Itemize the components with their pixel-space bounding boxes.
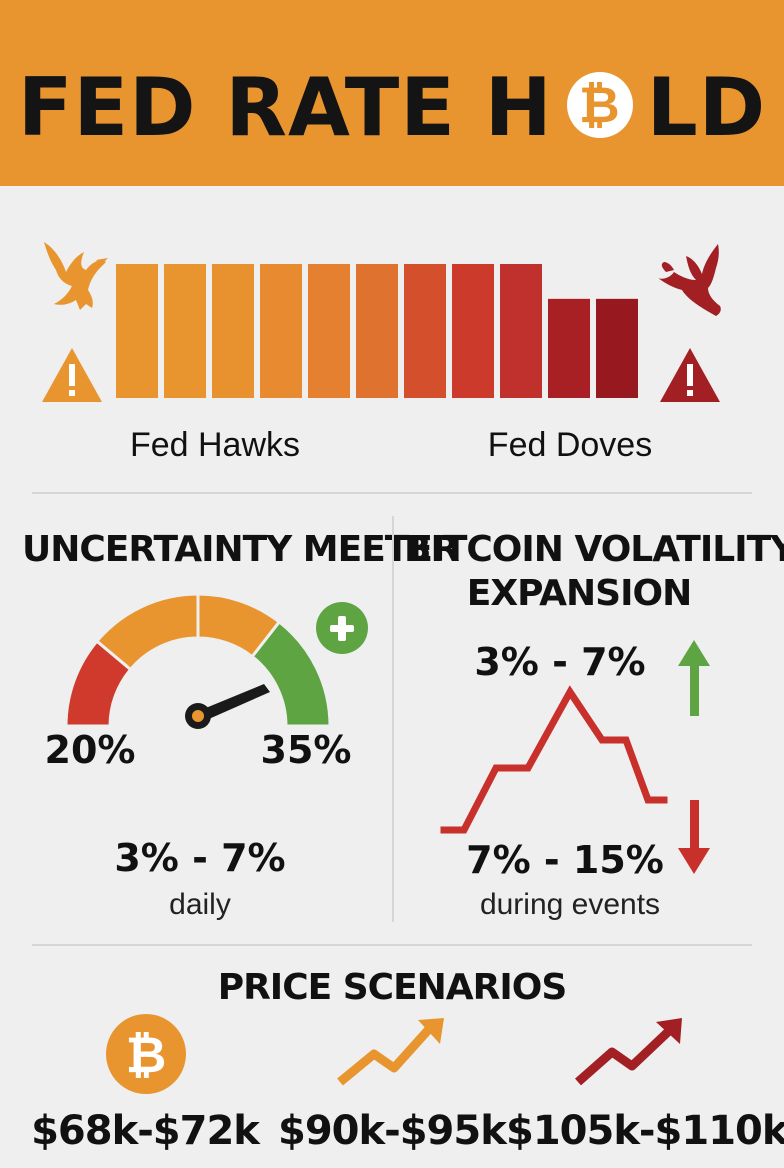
volatility-title-line2: EXPANSION — [466, 573, 692, 614]
price-scenarios-title: PRICE SCENARIOS — [217, 967, 568, 1008]
gauge-low-label: 20% — [44, 728, 136, 772]
sentiment-bar — [164, 264, 206, 398]
sentiment-bar — [548, 298, 590, 398]
warning-icon — [660, 348, 720, 402]
divider — [32, 944, 752, 946]
daily-range: 3% - 7% — [114, 836, 286, 880]
sentiment-bar — [308, 264, 350, 398]
uncertainty-title: UNCERTAINTY MEETER — [22, 529, 460, 570]
daily-caption: daily — [169, 888, 231, 921]
dove-icon — [658, 244, 721, 316]
trend-up-icon — [337, 1018, 444, 1086]
volatility-title: BITCOIN VOLATILITY EXPANSION — [404, 528, 784, 616]
hawk-icon — [44, 242, 108, 310]
fed-doves-label: Fed Doves — [487, 426, 653, 464]
uncertainty-gauge — [64, 592, 368, 729]
sentiment-bar — [500, 264, 542, 398]
column-divider — [392, 516, 394, 922]
down-arrow-icon — [678, 800, 710, 874]
price-scenario-high: $105k-$110k+ — [506, 1108, 784, 1154]
up-arrow-icon — [678, 640, 710, 716]
sentiment-bar — [116, 264, 158, 398]
divider — [32, 492, 752, 494]
price-scenario-mid: $90k-$95k — [278, 1108, 507, 1154]
price-scenario-low: $68k-$72k — [31, 1108, 260, 1154]
bitcoin-coin-icon: ₿ — [566, 72, 633, 138]
gauge-high-label: 35% — [260, 728, 352, 772]
bitcoin-icon: ₿ — [106, 1014, 186, 1094]
fed-hawks-label: Fed Hawks — [129, 426, 301, 464]
volatility-title-line1: BITCOIN VOLATILITY — [404, 529, 784, 570]
volatility-lower-range: 7% - 15% — [466, 838, 664, 882]
svg-text:₿: ₿ — [126, 1026, 167, 1084]
price-scenario-icons: ₿ — [106, 1014, 682, 1094]
volatility-line — [440, 685, 668, 834]
title-right: LD — [646, 60, 767, 154]
volatility-graphic — [440, 640, 710, 874]
sentiment-bars — [116, 264, 638, 398]
warning-icon — [42, 348, 102, 402]
sentiment-bar — [404, 264, 446, 398]
sentiment-bar — [356, 264, 398, 398]
trend-up-icon — [575, 1018, 682, 1086]
gauge-arc — [64, 592, 332, 728]
volatility-upper-range: 3% - 7% — [474, 640, 646, 684]
sentiment-graphic — [42, 242, 721, 402]
sentiment-bar — [452, 264, 494, 398]
sentiment-bar — [212, 264, 254, 398]
sentiment-bar — [260, 264, 302, 398]
sentiment-bar — [596, 298, 638, 398]
volatility-caption: during events — [479, 888, 661, 921]
gauge-segment — [250, 619, 332, 728]
title-left: FED RATE H — [17, 60, 553, 154]
header-banner — [0, 0, 784, 186]
plus-icon — [316, 602, 368, 654]
page-title: FED RATE H ₿ LD — [0, 52, 784, 162]
gauge-needle — [185, 684, 270, 729]
